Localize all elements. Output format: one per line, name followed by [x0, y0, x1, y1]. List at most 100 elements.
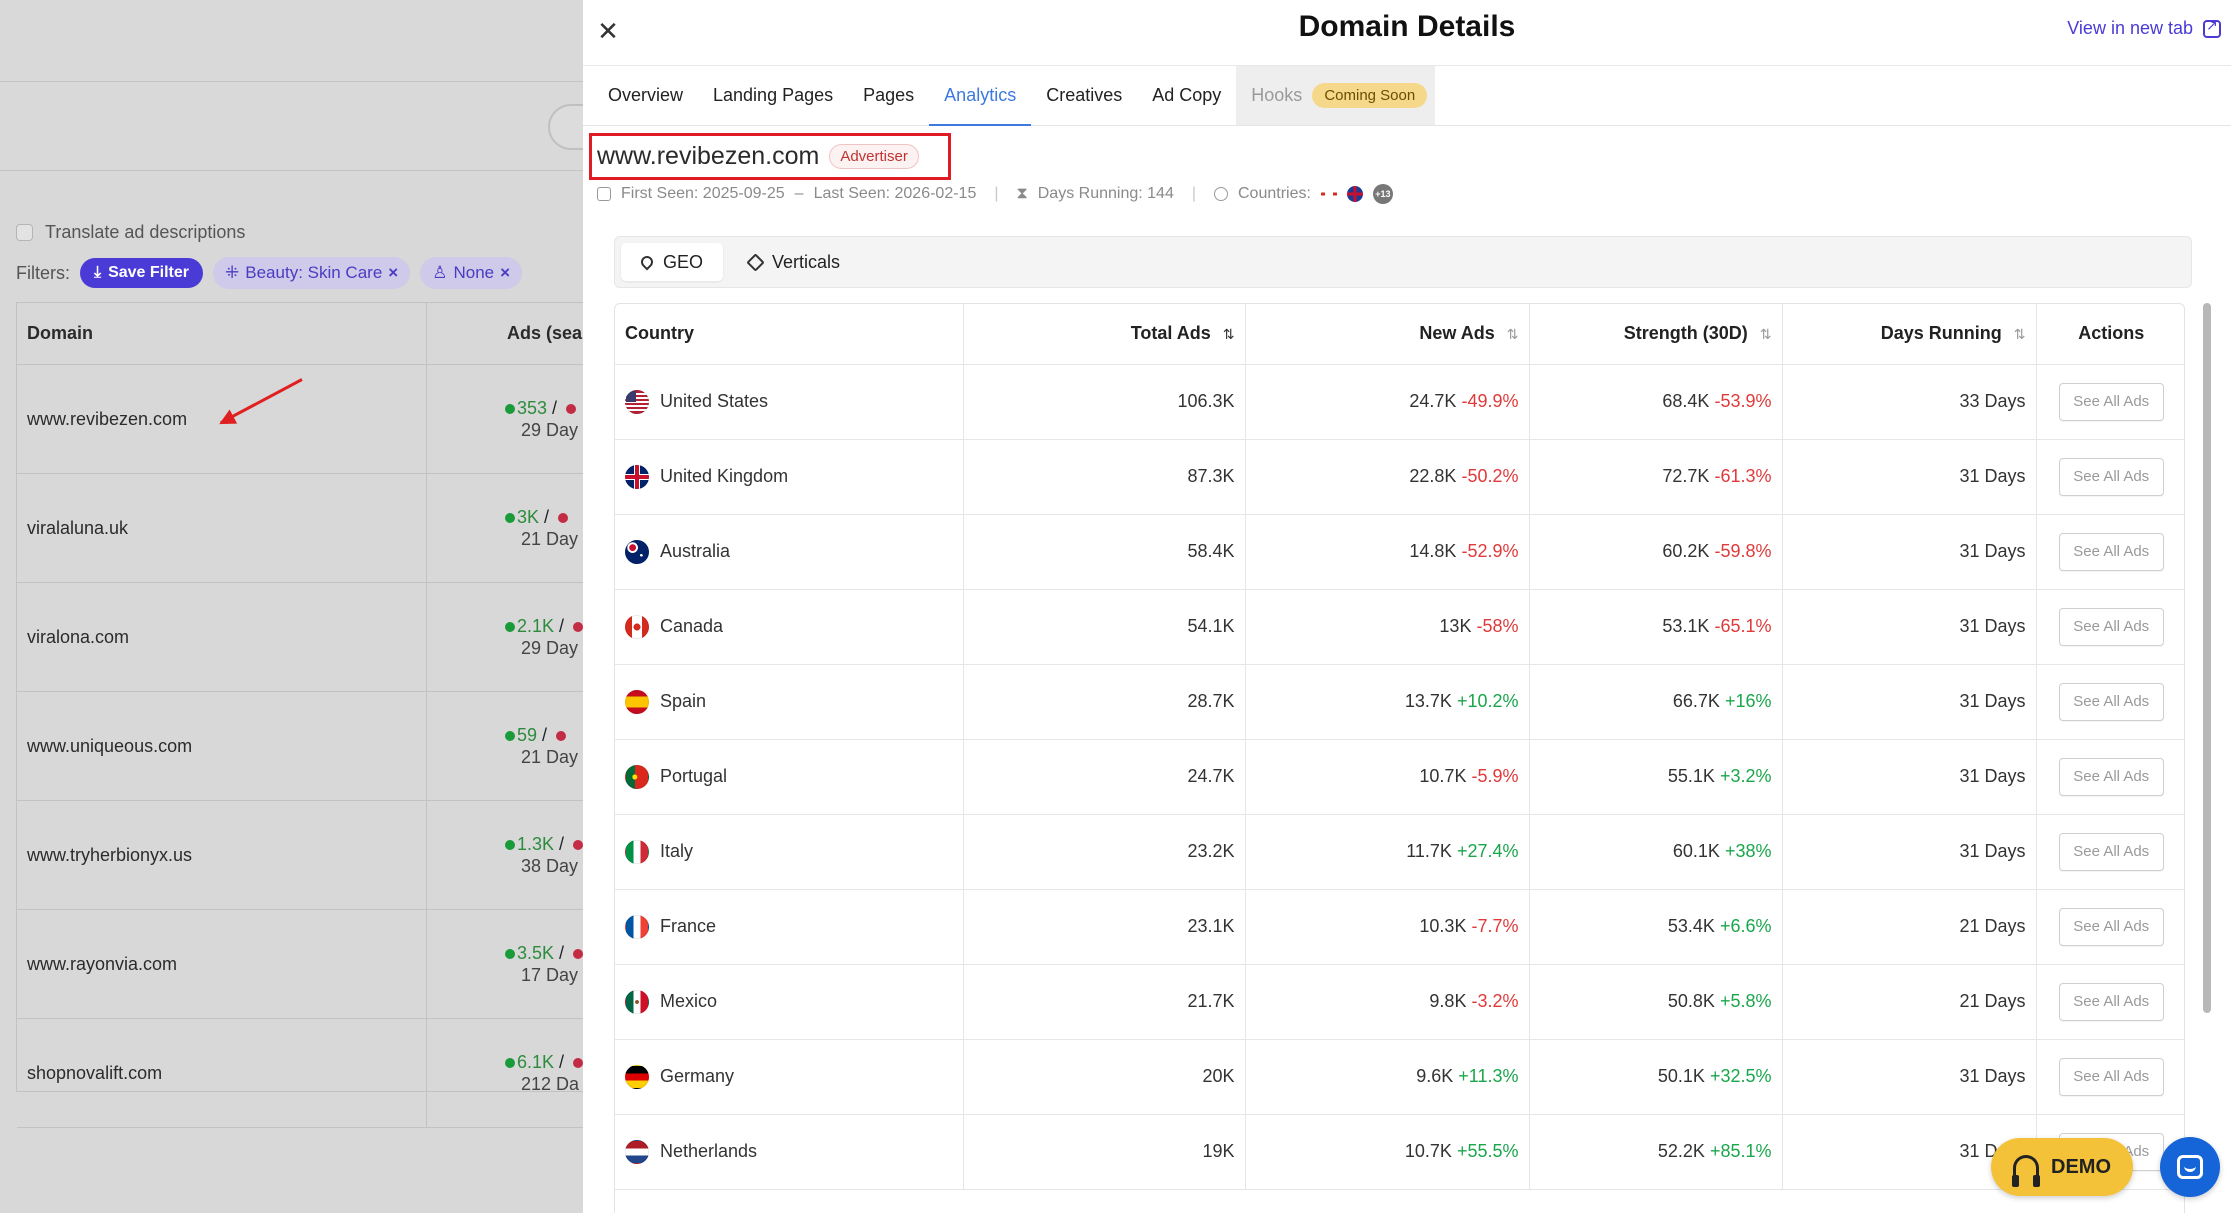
translate-option[interactable]: Translate ad descriptions	[16, 222, 245, 243]
close-icon[interactable]: ✕	[597, 16, 619, 46]
actions-cell: See All Ads	[2036, 439, 2184, 515]
days-running-cell: 31 Days	[1782, 739, 2037, 815]
see-all-ads-button[interactable]: See All Ads	[2058, 757, 2164, 796]
table-row[interactable]: viralaluna.uk 3K / 21 Day	[17, 474, 615, 583]
new-ads-change: -49.9%	[1461, 391, 1519, 411]
active-dot-icon	[505, 949, 515, 959]
domain-cell[interactable]: viralona.com	[17, 583, 427, 691]
column-new-ads[interactable]: New Ads ⇅	[1245, 304, 1530, 365]
strength-change: +16%	[1724, 691, 1772, 711]
days-running-cell: 31 Days	[1782, 439, 2037, 515]
sort-icon[interactable]: ⇅	[1222, 326, 1235, 343]
active-dot-icon	[505, 1058, 515, 1068]
total-ads-cell: 87.3K	[963, 439, 1246, 515]
column-domain[interactable]: Domain	[17, 303, 427, 364]
see-all-ads-button[interactable]: See All Ads	[2058, 382, 2164, 421]
see-all-ads-button[interactable]: See All Ads	[2058, 532, 2164, 571]
tab-pages[interactable]: Pages	[863, 85, 915, 105]
inactive-dot-icon	[573, 622, 584, 632]
column-days-running[interactable]: Days Running ⇅	[1782, 304, 2037, 365]
days-running-cell: 33 Days	[1782, 364, 2037, 440]
close-icon[interactable]: ×	[500, 263, 511, 282]
new-ads-change: -50.2%	[1461, 466, 1519, 486]
sort-icon[interactable]: ⇅	[1506, 326, 1519, 343]
table-row[interactable]: www.uniqueous.com 59 / 21 Day	[17, 692, 615, 801]
domain-cell[interactable]: www.uniqueous.com	[17, 692, 427, 800]
actions-cell: See All Ads	[2036, 1039, 2184, 1115]
new-ads-cell: 13.7K +10.2%	[1245, 664, 1530, 740]
domain-cell[interactable]: www.rayonvia.com	[17, 910, 427, 1018]
tab-ad-copy[interactable]: Ad Copy	[1152, 85, 1222, 105]
headset-icon	[2012, 1155, 2040, 1187]
column-strength[interactable]: Strength (30D) ⇅	[1529, 304, 1783, 365]
verticals-toggle-button[interactable]: Verticals	[729, 243, 860, 281]
save-filter-button[interactable]: ⤓ Save Filter	[80, 258, 204, 288]
days-running-cell: 31 Days	[1782, 589, 2037, 665]
view-in-new-tab-link[interactable]: View in new tab	[2067, 17, 2221, 39]
drawer-title: Domain Details	[1298, 10, 1516, 43]
new-ads-change: -7.7%	[1471, 916, 1519, 936]
column-ads[interactable]: Ads (sea	[507, 323, 583, 343]
domain-cell[interactable]: www.revibezen.com	[17, 365, 427, 473]
actions-cell: See All Ads	[2036, 739, 2184, 815]
actions-cell: See All Ads	[2036, 964, 2184, 1040]
flag-au-icon	[625, 539, 649, 564]
see-all-ads-button[interactable]: See All Ads	[2058, 1057, 2164, 1096]
see-all-ads-button[interactable]: See All Ads	[2058, 457, 2164, 496]
geo-table: Country Total Ads ⇅ New Ads ⇅ Strength (30…	[614, 303, 2185, 1213]
more-countries-badge[interactable]: +13	[1372, 184, 1393, 204]
sort-icon[interactable]: ⇅	[1759, 326, 1772, 343]
filters-bar: Filters: ⤓ Save Filter ⁜ Beauty: Skin Ca…	[16, 257, 523, 289]
days-running-cell: 31 Days	[1782, 814, 2037, 890]
table-row[interactable]: www.rayonvia.com 3.5K / 17 Day	[17, 910, 615, 1019]
active-dot-icon	[505, 404, 515, 414]
table-row: France 23.1K 10.3K -7.7% 53.4K +6.6% 21 …	[615, 889, 2184, 965]
days-running: Days Running: 144	[1037, 185, 1174, 202]
domain-cell[interactable]: www.tryherbionyx.us	[17, 801, 427, 909]
tab-analytics[interactable]: Analytics	[929, 66, 1032, 126]
see-all-ads-button[interactable]: See All Ads	[2058, 682, 2164, 721]
table-row[interactable]: www.revibezen.com 353 / 29 Day	[17, 365, 615, 474]
filter-chip-category[interactable]: ⁜ Beauty: Skin Care ×	[213, 257, 411, 289]
translate-checkbox[interactable]	[16, 224, 33, 241]
new-ads-change: +27.4%	[1456, 841, 1519, 861]
sort-icon[interactable]: ⇅	[2013, 326, 2026, 343]
table-row[interactable]: viralona.com 2.1K / 29 Day	[17, 583, 615, 692]
domain-cell[interactable]: shopnovalift.com	[17, 1019, 427, 1127]
column-country: Country	[615, 304, 964, 365]
column-total-ads[interactable]: Total Ads ⇅	[963, 304, 1246, 365]
days-running-cell: 21 Days	[1782, 964, 2037, 1040]
geo-toggle-button[interactable]: GEO	[621, 243, 724, 281]
actions-cell: See All Ads	[2036, 889, 2184, 965]
domain-name: www.revibezen.com	[597, 142, 820, 170]
see-all-ads-button[interactable]: See All Ads	[2058, 832, 2164, 871]
active-dot-icon	[505, 622, 515, 632]
table-row[interactable]: www.tryherbionyx.us 1.3K / 38 Day	[17, 801, 615, 910]
country-cell: Germany	[615, 1039, 964, 1115]
tab-creatives[interactable]: Creatives	[1046, 85, 1123, 105]
see-all-ads-button[interactable]: See All Ads	[2058, 607, 2164, 646]
inactive-dot-icon	[573, 1058, 584, 1068]
table-scrollbar[interactable]	[2203, 303, 2211, 1013]
strength-cell: 66.7K +16%	[1529, 664, 1783, 740]
demo-button[interactable]: DEMO	[1991, 1138, 2133, 1196]
see-all-ads-button[interactable]: See All Ads	[2058, 982, 2164, 1021]
new-ads-cell: 24.7K -49.9%	[1245, 364, 1530, 440]
external-link-icon	[2203, 17, 2221, 38]
table-row[interactable]: shopnovalift.com 6.1K / 212 Da	[17, 1019, 615, 1128]
country-cell: Mexico	[615, 964, 964, 1040]
see-all-ads-button[interactable]: See All Ads	[2058, 907, 2164, 946]
filter-chip-user[interactable]: ♙ None ×	[420, 257, 523, 289]
tab-landing-pages[interactable]: Landing Pages	[713, 85, 834, 105]
chat-launcher-button[interactable]	[2160, 1137, 2220, 1197]
strength-change: +85.1%	[1709, 1141, 1772, 1161]
new-ads-cell: 9.8K -3.2%	[1245, 964, 1530, 1040]
total-ads-cell: 54.1K	[963, 589, 1246, 665]
strength-cell: 52.2K +85.1%	[1529, 1114, 1783, 1190]
domain-heading: www.revibezen.com Advertiser	[597, 142, 919, 171]
total-ads-cell: 19K	[963, 1114, 1246, 1190]
table-row: Netherlands 19K 10.7K +55.5% 52.2K +85.1…	[615, 1114, 2184, 1190]
tab-overview[interactable]: Overview	[608, 85, 684, 105]
domain-cell[interactable]: viralaluna.uk	[17, 474, 427, 582]
close-icon[interactable]: ×	[388, 263, 399, 282]
